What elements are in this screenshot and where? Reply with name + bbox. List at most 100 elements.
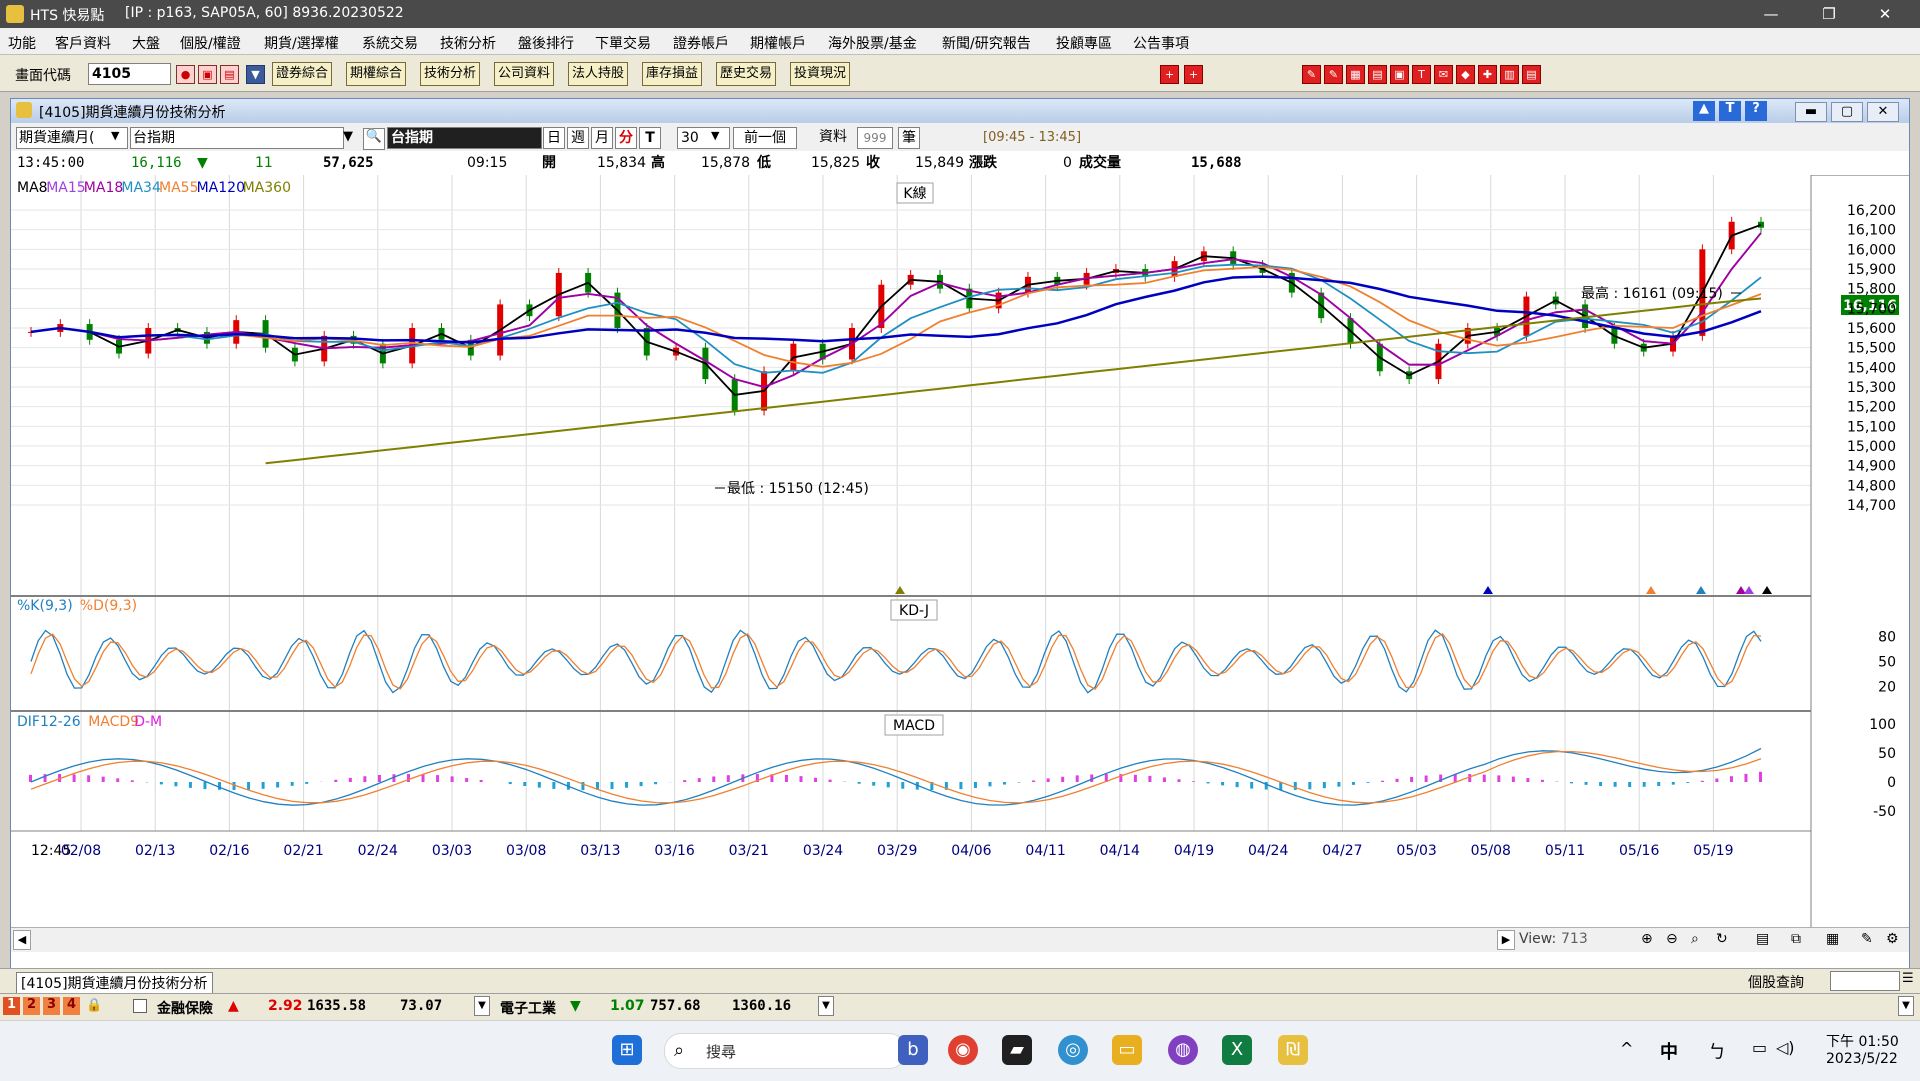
chrome-icon[interactable]: ◉ — [948, 1035, 978, 1065]
symbol-dropdown-icon[interactable]: ▼ — [343, 129, 353, 144]
menu-item-after-rank[interactable]: 盤後排行 — [518, 33, 574, 53]
plus-alt-icon[interactable]: + — [1184, 65, 1203, 84]
search-icon[interactable]: ● — [176, 65, 195, 84]
menu-item-function[interactable]: 功能 — [8, 33, 36, 53]
window-tab[interactable]: [4105]期貨連續月份技術分析 — [16, 972, 213, 994]
btn-futures-options[interactable]: 期權綜合 — [346, 62, 406, 86]
ticker-1-dropdown-icon[interactable]: ▼ — [474, 996, 490, 1016]
tool1-icon[interactable]: ✎ — [1302, 65, 1321, 84]
minimize-button[interactable]: — — [1748, 0, 1794, 28]
stock-query-input[interactable] — [1830, 971, 1900, 991]
tool9-icon[interactable]: ✚ — [1478, 65, 1497, 84]
indicator-icon[interactable]: ▤ — [1756, 931, 1769, 947]
chevron-down-icon[interactable]: ▼ — [111, 129, 119, 142]
menu-item-futures-account[interactable]: 期權帳戶 — [750, 33, 806, 53]
tool6-icon[interactable]: T — [1412, 65, 1431, 84]
period-day[interactable]: 日 — [543, 127, 565, 149]
chevron-up-icon[interactable]: ^ — [1620, 1039, 1633, 1058]
prev-button[interactable]: 前一個 — [733, 127, 797, 149]
browser-icon[interactable]: ◍ — [1168, 1035, 1198, 1065]
btn-investment[interactable]: 投資現況 — [790, 62, 850, 86]
volume-icon[interactable]: ◁) — [1776, 1038, 1795, 1057]
restore-button[interactable]: ❐ — [1806, 0, 1852, 28]
sticky-notes-icon[interactable]: ▰ — [1002, 1035, 1032, 1065]
inner-restore-button[interactable]: ▢ — [1831, 102, 1863, 122]
refresh-icon[interactable]: ↻ — [1716, 931, 1728, 947]
tool5-icon[interactable]: ▣ — [1390, 65, 1409, 84]
magnify-icon[interactable]: ⌕ — [1691, 931, 1699, 947]
lock-icon[interactable]: 🔒 — [86, 998, 102, 1013]
tool3-icon[interactable]: ▦ — [1346, 65, 1365, 84]
btn-company[interactable]: 公司資料 — [494, 62, 554, 86]
search-box[interactable] — [664, 1033, 906, 1069]
menu-item-overseas[interactable]: 海外股票/基金 — [828, 33, 917, 53]
menu-item-securities-account[interactable]: 證券帳戶 — [673, 33, 729, 53]
ticker-bar-dropdown-icon[interactable]: ▼ — [1898, 996, 1914, 1016]
data-count-input[interactable]: 999 — [857, 127, 893, 149]
page-4-button[interactable]: 4 — [63, 997, 80, 1015]
data-unit-button[interactable]: 筆 — [898, 127, 920, 149]
ticker-2-dropdown-icon[interactable]: ▼ — [818, 996, 834, 1016]
file-explorer-icon[interactable]: ▭ — [1112, 1035, 1142, 1065]
ime-indicator[interactable]: 中 — [1660, 1038, 1678, 1064]
zoom-icon[interactable]: ⊕ — [1641, 931, 1653, 947]
excel-icon[interactable]: X — [1222, 1035, 1252, 1065]
period-week[interactable]: 週 — [567, 127, 589, 149]
page-1-button[interactable]: 1 — [3, 997, 20, 1015]
interval-dropdown-icon[interactable]: ▼ — [711, 129, 719, 142]
tool8-icon[interactable]: ◆ — [1456, 65, 1475, 84]
app-globe-icon[interactable]: ◎ — [1058, 1035, 1088, 1065]
scroll-left-icon[interactable]: ◀ — [13, 930, 31, 950]
tool-icon[interactable]: ▣ — [198, 65, 217, 84]
scroll-right-icon[interactable]: ▶ — [1497, 930, 1515, 950]
code-input[interactable]: 4105 — [88, 63, 171, 85]
period-month[interactable]: 月 — [591, 127, 613, 149]
calc-icon[interactable]: ▦ — [1826, 931, 1839, 947]
menu-item-market[interactable]: 大盤 — [132, 33, 160, 53]
period-tick[interactable]: T — [639, 127, 661, 149]
tool2-icon[interactable]: ✎ — [1324, 65, 1343, 84]
up-icon[interactable]: ▲ — [1693, 101, 1715, 121]
btn-inventory-pl[interactable]: 庫存損益 — [642, 62, 702, 86]
period-minute[interactable]: 分 — [615, 127, 637, 149]
btn-institutional[interactable]: 法人持股 — [568, 62, 628, 86]
network-icon[interactable]: ▭ — [1752, 1038, 1767, 1057]
ticker-checkbox[interactable] — [133, 999, 147, 1013]
dropdown-icon[interactable]: ▼ — [246, 65, 265, 84]
menu-item-order[interactable]: 下單交易 — [595, 33, 651, 53]
menu-item-stock-warrant[interactable]: 個股/權證 — [180, 33, 241, 53]
ime-mode-icon[interactable]: ㄅ — [1708, 1038, 1726, 1064]
btn-securities[interactable]: 證券綜合 — [272, 62, 332, 86]
settings-icon[interactable]: ⚙ — [1886, 931, 1899, 947]
symbol-search-icon[interactable]: 🔍 — [363, 128, 385, 150]
menu-item-news[interactable]: 新聞/研究報告 — [942, 33, 1031, 53]
symbol-input[interactable]: 台指期 — [130, 127, 344, 149]
page-3-button[interactable]: 3 — [43, 997, 60, 1015]
text-icon[interactable]: T — [1719, 101, 1741, 121]
menu-item-system-trading[interactable]: 系統交易 — [362, 33, 418, 53]
menu-item-advisory[interactable]: 投顧專區 — [1056, 33, 1112, 53]
horizontal-scrollbar[interactable]: ◀ ▶ View: 713 ⊕ ⊖ ⌕ ↻ ▤ ⧉ ▦ ✎ ⚙ — [11, 927, 1909, 952]
menu-item-futures-options[interactable]: 期貨/選擇權 — [264, 33, 339, 53]
close-button[interactable]: ✕ — [1862, 0, 1908, 28]
menu-item-client[interactable]: 客戶資料 — [55, 33, 111, 53]
inner-minimize-button[interactable]: ▬ — [1795, 102, 1827, 122]
help-icon[interactable]: ? — [1745, 101, 1767, 121]
btn-history[interactable]: 歷史交易 — [716, 62, 776, 86]
tool10-icon[interactable]: ▥ — [1500, 65, 1519, 84]
draw-icon[interactable]: ✎ — [1861, 931, 1873, 947]
plus-icon[interactable]: + — [1160, 65, 1179, 84]
start-icon[interactable]: ⊞ — [612, 1035, 642, 1065]
page-2-button[interactable]: 2 — [23, 997, 40, 1015]
menu-item-technical[interactable]: 技術分析 — [440, 33, 496, 53]
hts-taskbar-icon[interactable]: ₪ — [1278, 1035, 1308, 1065]
btn-technical[interactable]: 技術分析 — [420, 62, 480, 86]
inner-close-button[interactable]: ✕ — [1867, 102, 1899, 122]
menu-item-announcements[interactable]: 公告事項 — [1133, 33, 1189, 53]
tool7-icon[interactable]: ✉ — [1434, 65, 1453, 84]
pan-icon[interactable]: ⊖ — [1666, 931, 1678, 947]
copy-icon[interactable]: ⧉ — [1791, 931, 1801, 947]
chart-icon[interactable]: ▤ — [220, 65, 239, 84]
bing-icon[interactable]: b — [898, 1035, 928, 1065]
